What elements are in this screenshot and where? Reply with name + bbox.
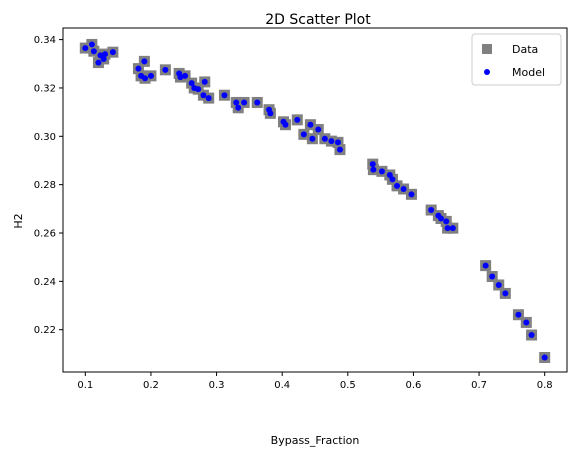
model-point bbox=[336, 146, 343, 153]
model-point bbox=[177, 74, 184, 81]
x-tick-label: 0.7 bbox=[471, 380, 487, 391]
model-point bbox=[502, 290, 509, 297]
model-point bbox=[495, 281, 502, 288]
model-point bbox=[315, 126, 322, 133]
model-point bbox=[307, 121, 314, 128]
legend-label-model: Model bbox=[512, 66, 545, 79]
model-point bbox=[142, 75, 149, 82]
legend-label-data: Data bbox=[512, 43, 538, 56]
x-tick-label: 0.1 bbox=[77, 380, 93, 391]
data-marks bbox=[79, 38, 551, 363]
model-point bbox=[334, 139, 341, 146]
y-tick-label: 0.24 bbox=[34, 277, 56, 288]
model-point bbox=[370, 166, 377, 173]
x-axis: 0.1 0.2 0.3 0.4 0.5 0.6 0.7 0.8 bbox=[77, 372, 553, 391]
y-axis-label: H2 bbox=[12, 213, 25, 228]
model-point bbox=[95, 59, 102, 66]
model-point bbox=[515, 311, 522, 318]
model-point bbox=[141, 58, 148, 65]
model-point bbox=[482, 262, 489, 269]
model-point bbox=[523, 319, 530, 326]
model-point bbox=[386, 171, 393, 178]
model-point bbox=[369, 161, 376, 168]
model-point bbox=[267, 110, 274, 117]
model-point bbox=[135, 65, 142, 72]
model-point bbox=[82, 45, 89, 52]
model-point bbox=[408, 191, 415, 198]
model-point bbox=[541, 354, 548, 361]
model-point bbox=[443, 218, 450, 225]
model-point bbox=[428, 207, 435, 214]
model-point bbox=[294, 116, 301, 123]
model-point bbox=[205, 95, 212, 102]
y-tick-label: 0.34 bbox=[34, 35, 56, 46]
model-point bbox=[528, 332, 535, 339]
model-point bbox=[182, 72, 189, 79]
model-point bbox=[90, 48, 97, 55]
legend: Data Model bbox=[471, 33, 562, 86]
y-tick-label: 0.28 bbox=[34, 180, 56, 191]
y-tick-label: 0.32 bbox=[34, 83, 56, 94]
chart-title: 2D Scatter Plot bbox=[265, 12, 371, 28]
model-point bbox=[489, 273, 496, 280]
model-point bbox=[378, 168, 385, 175]
model-point bbox=[147, 72, 154, 79]
model-point bbox=[88, 41, 95, 48]
model-point bbox=[195, 86, 202, 93]
y-tick-label: 0.26 bbox=[34, 228, 56, 239]
x-tick-label: 0.6 bbox=[405, 380, 421, 391]
model-point bbox=[328, 138, 335, 145]
model-point bbox=[309, 135, 316, 142]
series-model bbox=[82, 41, 548, 361]
model-point bbox=[300, 131, 307, 138]
x-tick-label: 0.8 bbox=[537, 380, 553, 391]
model-point bbox=[389, 176, 396, 183]
x-axis-label: Bypass_Fraction bbox=[271, 434, 360, 447]
x-tick-label: 0.2 bbox=[143, 380, 159, 391]
model-point bbox=[235, 104, 242, 111]
model-point bbox=[200, 92, 207, 99]
model-point bbox=[109, 49, 116, 56]
model-point bbox=[444, 225, 451, 232]
legend-marker-data bbox=[482, 44, 492, 54]
legend-marker-model bbox=[484, 69, 490, 75]
model-point bbox=[394, 182, 401, 189]
model-point bbox=[233, 99, 240, 106]
model-point bbox=[221, 92, 228, 99]
model-point bbox=[102, 51, 108, 58]
x-tick-label: 0.5 bbox=[340, 380, 356, 391]
model-point bbox=[201, 78, 208, 85]
legend-box bbox=[471, 33, 562, 86]
y-tick-label: 0.30 bbox=[34, 132, 56, 143]
model-point bbox=[188, 80, 195, 87]
model-point bbox=[438, 215, 444, 222]
model-point bbox=[321, 135, 328, 142]
y-axis: 0.22 0.24 0.26 0.28 0.30 0.32 0.34 bbox=[34, 35, 63, 336]
x-tick-label: 0.3 bbox=[209, 380, 225, 391]
model-point bbox=[100, 55, 107, 62]
plot-frame bbox=[62, 27, 568, 373]
model-point bbox=[282, 121, 289, 128]
y-tick-label: 0.22 bbox=[34, 325, 56, 336]
x-tick-label: 0.4 bbox=[274, 380, 290, 391]
model-point bbox=[254, 99, 261, 106]
model-point bbox=[449, 225, 456, 232]
model-point bbox=[162, 66, 169, 73]
model-point bbox=[400, 186, 407, 193]
model-point bbox=[241, 99, 248, 106]
